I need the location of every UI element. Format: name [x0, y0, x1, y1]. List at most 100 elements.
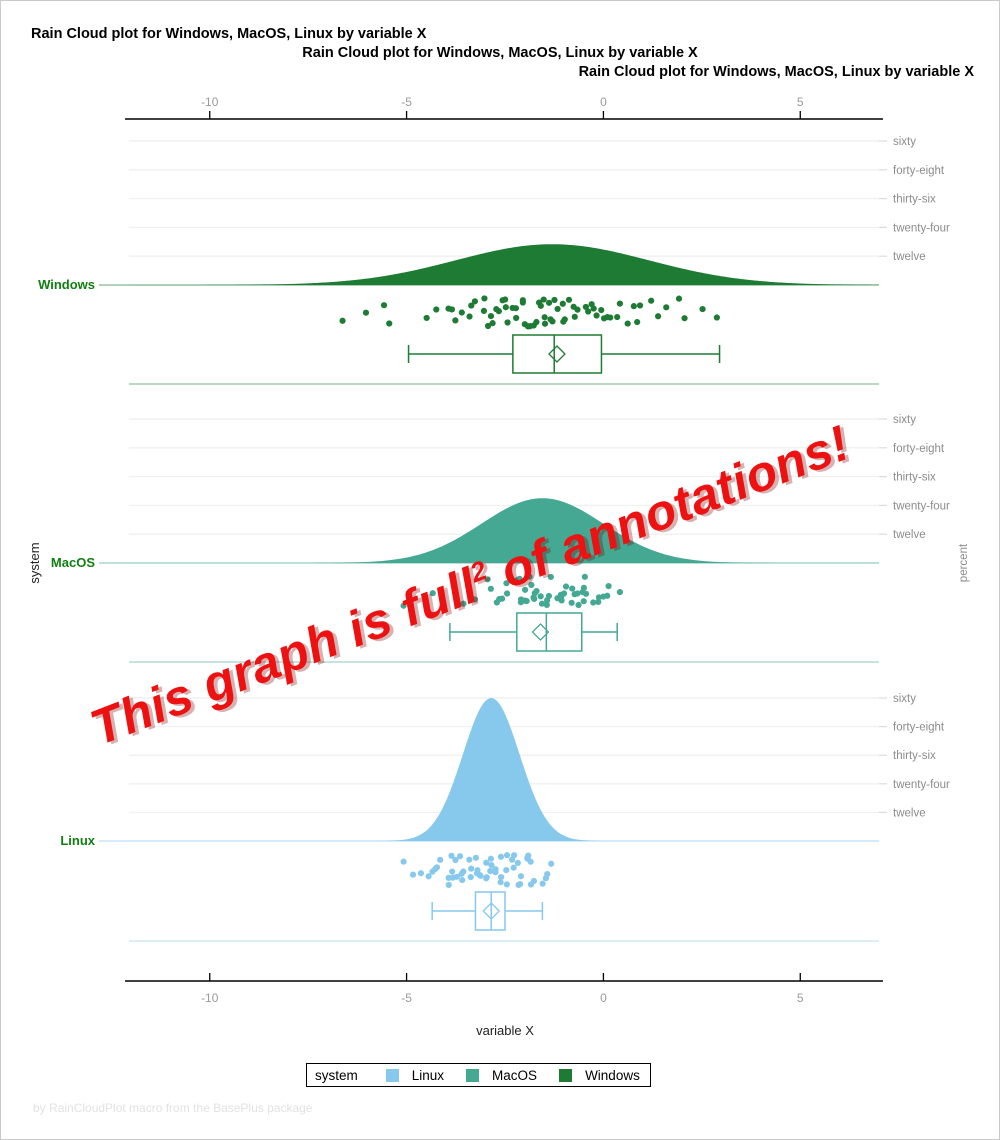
data-point [580, 598, 587, 605]
page-title-center: Rain Cloud plot for Windows, MacOS, Linu… [302, 45, 698, 61]
percent-tick-label: twelve [893, 807, 926, 819]
data-point [448, 306, 456, 313]
data-point [516, 880, 524, 888]
data-point [560, 590, 568, 597]
data-point [580, 584, 588, 591]
density-curve-windows [131, 244, 879, 285]
data-point [585, 308, 592, 315]
data-point [574, 306, 581, 313]
box-plot-windows [407, 334, 721, 374]
legend-item-windows[interactable]: Windows [559, 1068, 640, 1083]
percent-tick-label: twenty-four [893, 779, 950, 791]
data-point [468, 865, 475, 872]
data-point [548, 860, 555, 867]
percent-tick-label: twenty-four [893, 222, 950, 234]
category-label-macos: MacOS [51, 555, 95, 570]
data-point [487, 855, 494, 862]
x-tick-label-bottom: -5 [401, 991, 412, 1005]
legend-swatch-macos [466, 1068, 480, 1082]
data-point [568, 599, 575, 606]
data-point [362, 309, 370, 316]
percent-tick-label: twelve [893, 529, 926, 541]
y2-axis-title: percent [958, 543, 970, 582]
percent-tick-label: forty-eight [893, 443, 945, 455]
data-point [526, 573, 533, 580]
dot-strip-macos [400, 573, 623, 609]
data-point [571, 313, 578, 320]
data-point [547, 573, 554, 581]
data-point [513, 314, 520, 322]
legend[interactable]: system Linux MacOS Windows [306, 1063, 651, 1087]
page-title-left: Rain Cloud plot for Windows, MacOS, Linu… [31, 26, 427, 42]
data-point [562, 583, 570, 590]
legend-item-macos[interactable]: MacOS [466, 1068, 537, 1083]
percent-tick-label: sixty [893, 136, 916, 148]
y-axis-title: system [27, 542, 42, 583]
data-point [593, 312, 600, 319]
data-point [675, 295, 683, 302]
percent-tick-label: twelve [893, 251, 926, 263]
data-point [386, 320, 393, 327]
data-point [502, 296, 509, 303]
data-point [460, 868, 467, 875]
data-point [468, 302, 475, 309]
data-point [471, 298, 479, 305]
data-point [380, 302, 388, 309]
data-point [654, 313, 662, 320]
data-point [487, 867, 494, 875]
data-point [481, 295, 488, 302]
data-point [569, 585, 576, 592]
data-point [445, 881, 452, 888]
data-point [453, 873, 460, 880]
x-tick-label-top: 0 [600, 95, 607, 109]
data-point [503, 852, 511, 859]
data-point [510, 864, 517, 871]
data-point [483, 859, 490, 866]
data-point [538, 600, 546, 607]
legend-item-linux[interactable]: Linux [385, 1067, 445, 1083]
data-point [648, 297, 655, 304]
data-point [558, 597, 565, 604]
data-point [503, 881, 510, 888]
data-point [508, 577, 515, 584]
percent-tick-label: sixty [893, 693, 916, 705]
data-point [448, 852, 455, 859]
legend-label-macos: MacOS [492, 1067, 538, 1083]
data-point [524, 323, 532, 330]
percent-tick-label: twenty-four [893, 500, 950, 512]
data-point [466, 313, 473, 320]
category-label-linux: Linux [60, 833, 95, 848]
data-point [495, 308, 502, 315]
data-point [502, 304, 509, 311]
data-point [527, 858, 534, 865]
data-point [630, 303, 637, 310]
data-point [554, 305, 561, 313]
data-point [484, 322, 492, 330]
mean-diamond [482, 902, 501, 920]
data-point [539, 880, 546, 887]
data-point [433, 864, 441, 871]
data-point [517, 873, 525, 880]
data-point [339, 317, 346, 324]
x-tick-label-bottom: 5 [797, 991, 804, 1005]
data-point [472, 854, 479, 861]
data-point [480, 307, 487, 314]
data-point [484, 576, 491, 583]
data-point [456, 853, 464, 860]
x-axis-title: variable X [476, 1023, 534, 1038]
data-point [537, 593, 544, 600]
data-point [437, 856, 444, 863]
legend-label-linux: Linux [411, 1067, 445, 1083]
percent-tick-label: thirty-six [893, 750, 936, 762]
data-point [452, 856, 459, 864]
data-point [614, 313, 621, 321]
data-point [590, 305, 597, 312]
percent-tick-label: forty-eight [893, 722, 945, 734]
data-point [607, 314, 614, 321]
data-point [483, 874, 490, 881]
legend-swatch-linux [385, 1068, 399, 1082]
data-point [713, 314, 720, 321]
data-point [565, 296, 573, 303]
data-point [590, 599, 597, 606]
data-point [604, 592, 611, 599]
